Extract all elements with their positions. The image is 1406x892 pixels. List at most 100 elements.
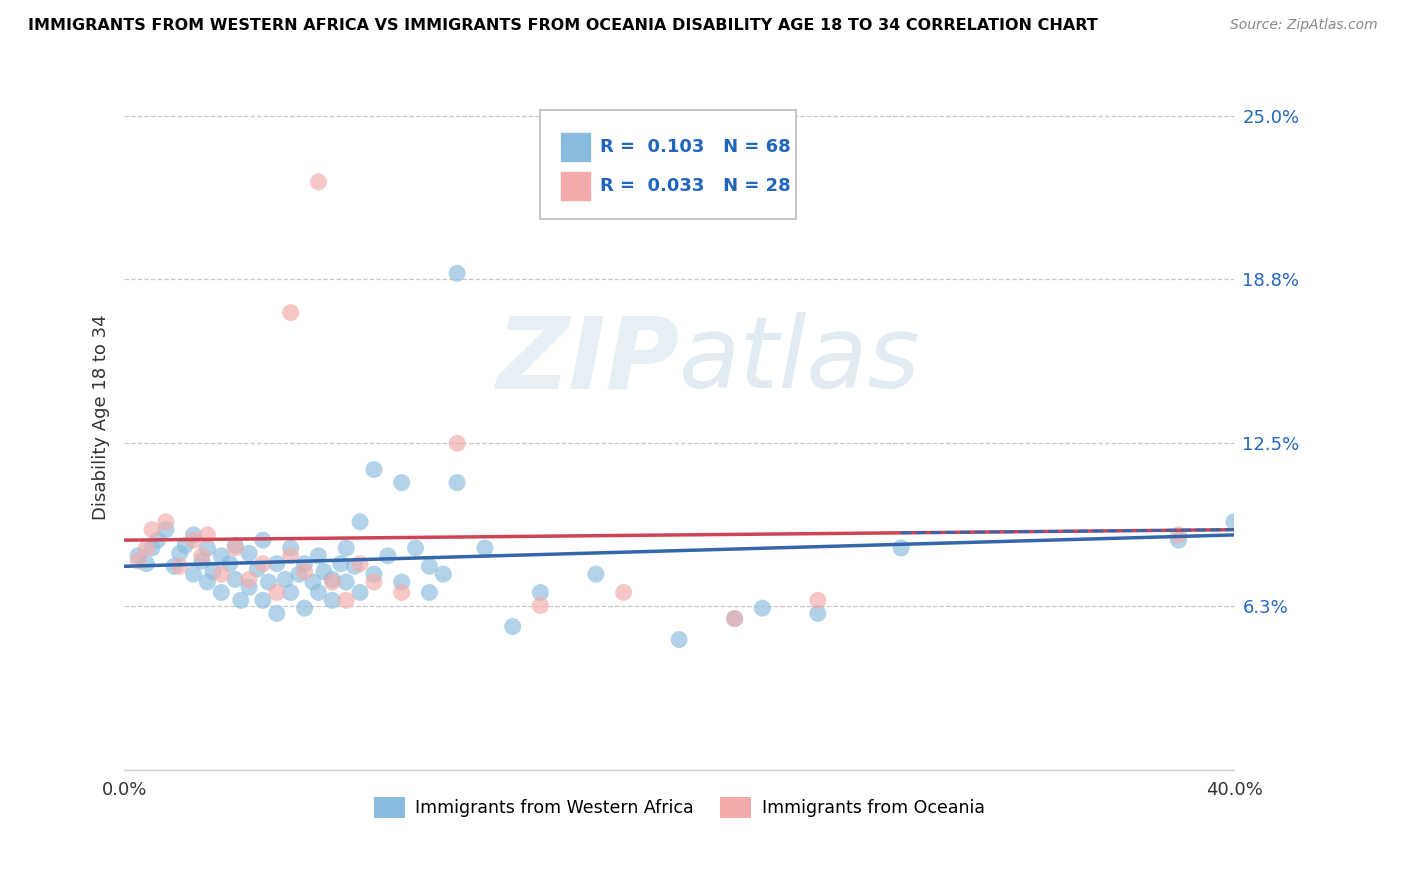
Text: atlas: atlas [679,312,921,409]
Point [252,557,274,571]
Point [252,593,274,607]
Point [127,549,149,563]
Point [197,528,219,542]
Point [197,541,219,555]
Point [191,549,214,563]
Point [529,585,551,599]
Point [201,565,224,579]
Point [1167,533,1189,548]
Point [252,533,274,548]
Point [146,533,169,548]
Point [751,601,773,615]
Point [224,573,246,587]
Point [363,462,385,476]
Point [294,565,316,579]
Point [266,585,288,599]
Point [174,538,197,552]
Point [141,541,163,555]
Point [229,593,252,607]
Point [169,559,191,574]
Point [183,533,205,548]
Point [335,541,357,555]
Point [1223,515,1246,529]
Point [321,573,343,587]
Point [1167,528,1189,542]
Text: IMMIGRANTS FROM WESTERN AFRICA VS IMMIGRANTS FROM OCEANIA DISABILITY AGE 18 TO 3: IMMIGRANTS FROM WESTERN AFRICA VS IMMIGR… [28,18,1098,33]
Point [280,541,302,555]
Point [335,593,357,607]
Point [209,585,232,599]
Legend: Immigrants from Western Africa, Immigrants from Oceania: Immigrants from Western Africa, Immigran… [367,790,991,825]
Point [257,574,280,589]
Point [183,528,205,542]
Point [807,607,830,621]
Point [391,585,413,599]
Point [502,619,524,633]
Point [238,546,260,560]
Point [209,567,232,582]
Point [446,436,468,450]
Point [163,559,186,574]
Point [209,549,232,563]
Point [321,593,343,607]
Point [280,549,302,563]
Point [391,574,413,589]
Point [135,557,157,571]
Point [307,549,329,563]
Point [288,567,311,582]
Point [723,612,745,626]
Point [280,585,302,599]
Point [446,266,468,280]
Point [377,549,399,563]
FancyBboxPatch shape [561,132,592,161]
Point [197,574,219,589]
Point [155,523,177,537]
Point [349,585,371,599]
Point [169,546,191,560]
Point [312,565,335,579]
Text: R =  0.033   N = 28: R = 0.033 N = 28 [600,178,792,195]
Point [183,567,205,582]
Point [343,559,366,574]
Point [585,567,607,582]
Point [349,515,371,529]
Point [723,612,745,626]
Point [321,574,343,589]
Point [363,567,385,582]
Point [349,557,371,571]
Point [432,567,454,582]
Point [294,601,316,615]
Point [405,541,427,555]
Text: ZIP: ZIP [496,312,679,409]
Point [890,541,912,555]
Text: Source: ZipAtlas.com: Source: ZipAtlas.com [1230,18,1378,32]
Point [266,607,288,621]
Point [155,515,177,529]
Point [668,632,690,647]
Text: R =  0.103   N = 68: R = 0.103 N = 68 [600,137,792,156]
FancyBboxPatch shape [540,110,796,219]
Y-axis label: Disability Age 18 to 34: Disability Age 18 to 34 [93,314,110,520]
Point [529,599,551,613]
Point [363,574,385,589]
Point [335,574,357,589]
FancyBboxPatch shape [561,171,592,201]
Point [807,593,830,607]
Point [274,573,297,587]
Point [266,557,288,571]
Point [418,585,440,599]
Point [218,557,240,571]
Point [238,573,260,587]
Point [191,554,214,568]
Point [613,585,636,599]
Point [418,559,440,574]
Point [474,541,496,555]
Point [302,574,325,589]
Point [224,541,246,555]
Point [246,562,269,576]
Point [141,523,163,537]
Point [280,305,302,319]
Point [135,541,157,555]
Point [391,475,413,490]
Point [446,475,468,490]
